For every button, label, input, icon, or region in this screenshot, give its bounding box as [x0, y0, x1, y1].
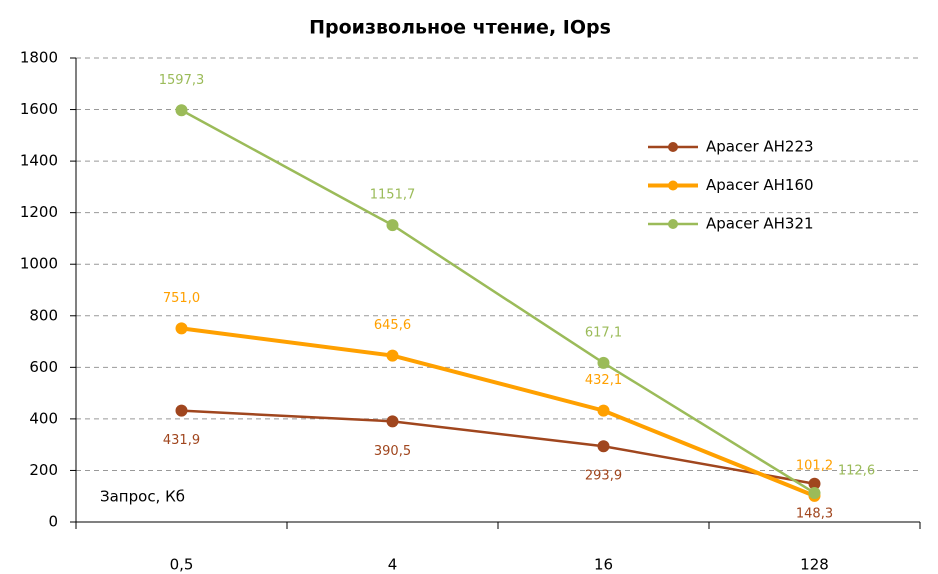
x-tick-label: 128 — [800, 556, 829, 574]
data-label: 751,0 — [163, 291, 200, 306]
data-label: 148,3 — [796, 506, 833, 521]
data-label: 432,1 — [585, 373, 622, 388]
data-label: 617,1 — [585, 325, 622, 340]
x-axis-label: Запрос, Кб — [100, 488, 185, 506]
data-point — [597, 440, 610, 453]
series-line — [181, 326, 816, 498]
data-point — [597, 356, 610, 369]
data-point — [386, 219, 399, 232]
legend-label: Apacer AH223 — [706, 138, 814, 156]
series-line — [180, 109, 816, 495]
data-point — [175, 104, 188, 117]
data-label: 112,6 — [838, 463, 875, 478]
y-tick-label: 1800 — [20, 49, 58, 67]
legend-label: Apacer AH321 — [706, 215, 814, 233]
legend-marker — [668, 180, 678, 191]
data-point — [808, 486, 821, 499]
y-tick-label: 400 — [29, 409, 58, 427]
y-tick-label: 800 — [29, 306, 58, 324]
data-label: 1597,3 — [159, 73, 205, 88]
data-point — [597, 404, 610, 417]
data-point — [386, 349, 399, 362]
x-tick-label: 4 — [388, 556, 398, 574]
y-tick-label: 600 — [29, 358, 58, 376]
legend-label: Apacer AH160 — [706, 176, 814, 194]
y-tick-label: 0 — [48, 513, 58, 531]
data-point — [175, 322, 188, 335]
x-tick-label: 16 — [594, 556, 613, 574]
series-line — [181, 409, 815, 486]
chart-title: Произвольное чтение, IOps — [309, 17, 611, 39]
y-tick-label: 1600 — [20, 100, 58, 118]
y-tick-label: 1400 — [20, 152, 58, 170]
data-label: 390,5 — [374, 444, 411, 459]
data-label: 645,6 — [374, 318, 411, 333]
data-label: 431,9 — [163, 433, 200, 448]
data-label: 101,2 — [796, 458, 833, 473]
y-tick-label: 200 — [29, 461, 58, 479]
data-point — [386, 415, 399, 428]
legend-marker — [668, 142, 678, 152]
data-label: 293,9 — [585, 469, 622, 484]
data-point — [175, 404, 188, 417]
legend-marker — [668, 219, 678, 229]
data-point — [808, 477, 821, 490]
data-label: 1151,7 — [370, 188, 416, 203]
x-tick-label: 0,5 — [170, 556, 194, 574]
y-tick-label: 1000 — [20, 255, 58, 273]
y-tick-label: 1200 — [20, 203, 58, 221]
